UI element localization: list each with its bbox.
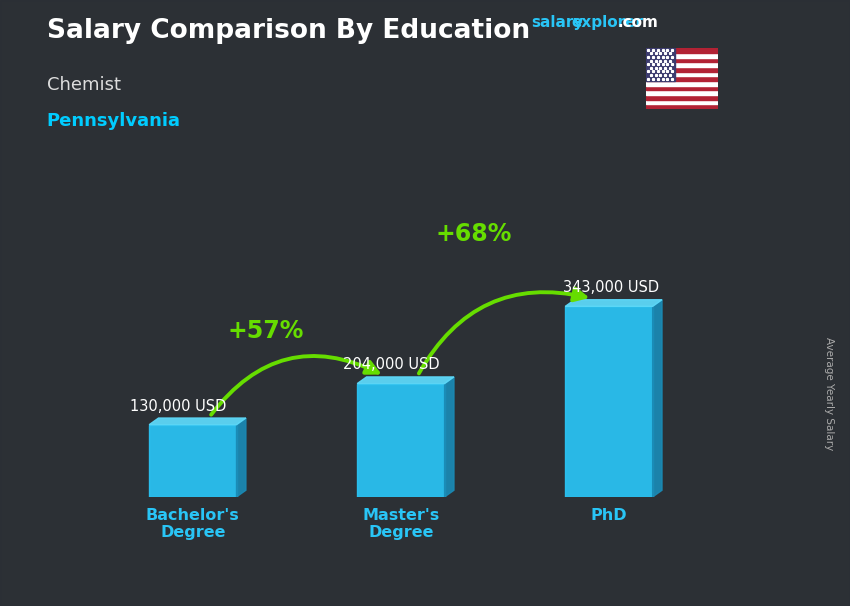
- Text: explorer: explorer: [571, 15, 643, 30]
- Text: +68%: +68%: [435, 222, 512, 246]
- Bar: [646, 104, 718, 109]
- Bar: [565, 307, 653, 497]
- Bar: [646, 58, 718, 62]
- Text: Salary Comparison By Education: Salary Comparison By Education: [47, 18, 530, 44]
- Bar: [646, 95, 718, 100]
- Text: +57%: +57%: [228, 319, 303, 343]
- Polygon shape: [565, 300, 662, 307]
- Bar: [149, 425, 236, 497]
- Bar: [646, 62, 718, 67]
- Polygon shape: [653, 300, 662, 497]
- Polygon shape: [445, 377, 454, 497]
- Bar: [646, 48, 718, 53]
- Bar: [646, 67, 718, 72]
- Bar: [646, 81, 718, 86]
- Text: Average Yearly Salary: Average Yearly Salary: [824, 338, 834, 450]
- Polygon shape: [236, 418, 246, 497]
- Bar: [646, 72, 718, 76]
- Bar: [646, 48, 675, 81]
- Text: salary: salary: [531, 15, 584, 30]
- Bar: [646, 86, 718, 90]
- Text: 130,000 USD: 130,000 USD: [130, 399, 227, 413]
- Text: .com: .com: [618, 15, 659, 30]
- Bar: [646, 90, 718, 95]
- Text: Chemist: Chemist: [47, 76, 121, 94]
- Bar: [646, 53, 718, 58]
- Bar: [646, 76, 718, 81]
- Polygon shape: [357, 377, 454, 384]
- Bar: [357, 384, 445, 497]
- Text: 204,000 USD: 204,000 USD: [343, 358, 439, 373]
- Bar: [646, 100, 718, 104]
- Text: Pennsylvania: Pennsylvania: [47, 112, 181, 130]
- Polygon shape: [149, 418, 246, 425]
- Text: 343,000 USD: 343,000 USD: [564, 280, 660, 295]
